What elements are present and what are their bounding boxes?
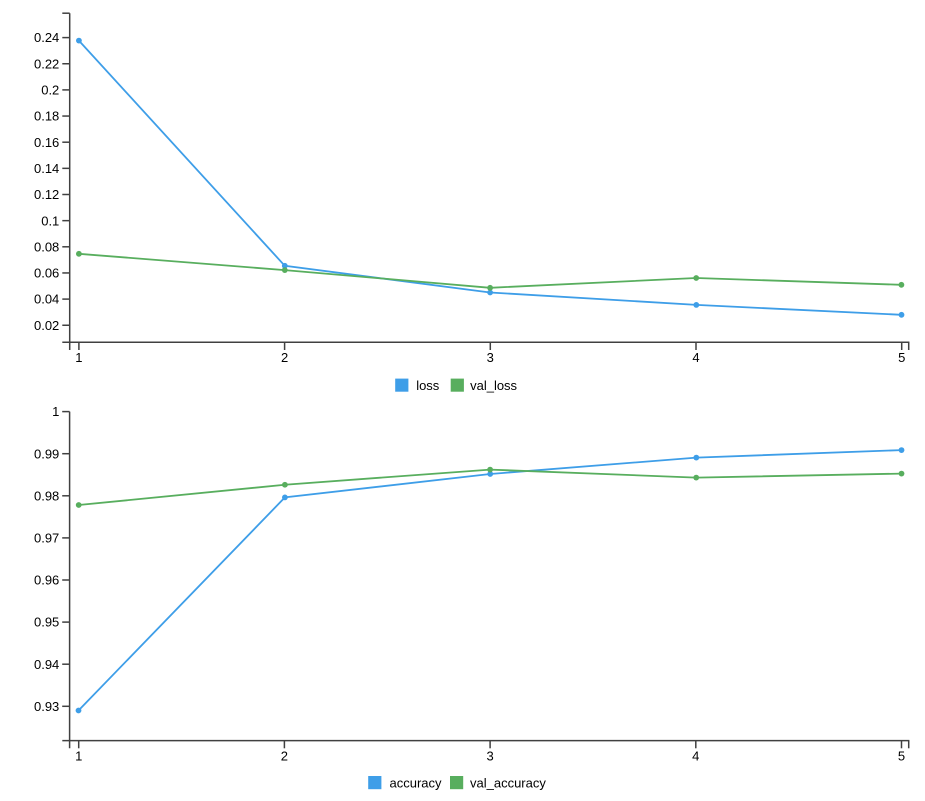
svg-text:4: 4 (692, 749, 699, 764)
svg-text:0.97: 0.97 (34, 531, 59, 546)
svg-text:0.96: 0.96 (34, 573, 59, 588)
svg-text:0.08: 0.08 (34, 239, 59, 254)
svg-text:2: 2 (281, 350, 288, 365)
svg-text:0.2: 0.2 (41, 83, 59, 98)
svg-text:accuracy: accuracy (390, 775, 443, 790)
svg-text:0.24: 0.24 (34, 30, 59, 45)
svg-text:3: 3 (486, 749, 493, 764)
svg-text:4: 4 (692, 350, 699, 365)
svg-text:0.02: 0.02 (34, 318, 59, 333)
svg-text:val_loss: val_loss (470, 378, 517, 393)
svg-text:0.93: 0.93 (34, 699, 59, 714)
svg-text:1: 1 (75, 350, 82, 365)
svg-text:0.04: 0.04 (34, 292, 59, 307)
svg-text:3: 3 (487, 350, 494, 365)
svg-text:0.95: 0.95 (34, 615, 59, 630)
svg-text:0.18: 0.18 (34, 109, 59, 124)
svg-text:0.06: 0.06 (34, 266, 59, 281)
svg-text:5: 5 (898, 749, 905, 764)
svg-text:0.98: 0.98 (34, 488, 59, 503)
svg-text:val_accuracy: val_accuracy (470, 775, 546, 790)
svg-text:1: 1 (75, 749, 82, 764)
svg-text:2: 2 (281, 749, 288, 764)
svg-text:loss: loss (416, 378, 440, 393)
svg-text:1: 1 (52, 404, 59, 419)
svg-text:0.22: 0.22 (34, 56, 59, 71)
svg-text:5: 5 (898, 350, 905, 365)
svg-text:0.1: 0.1 (41, 213, 59, 228)
svg-text:0.94: 0.94 (34, 657, 59, 672)
svg-text:0.14: 0.14 (34, 161, 59, 176)
svg-text:0.12: 0.12 (34, 187, 59, 202)
svg-text:0.99: 0.99 (34, 446, 59, 461)
svg-text:0.16: 0.16 (34, 135, 59, 150)
